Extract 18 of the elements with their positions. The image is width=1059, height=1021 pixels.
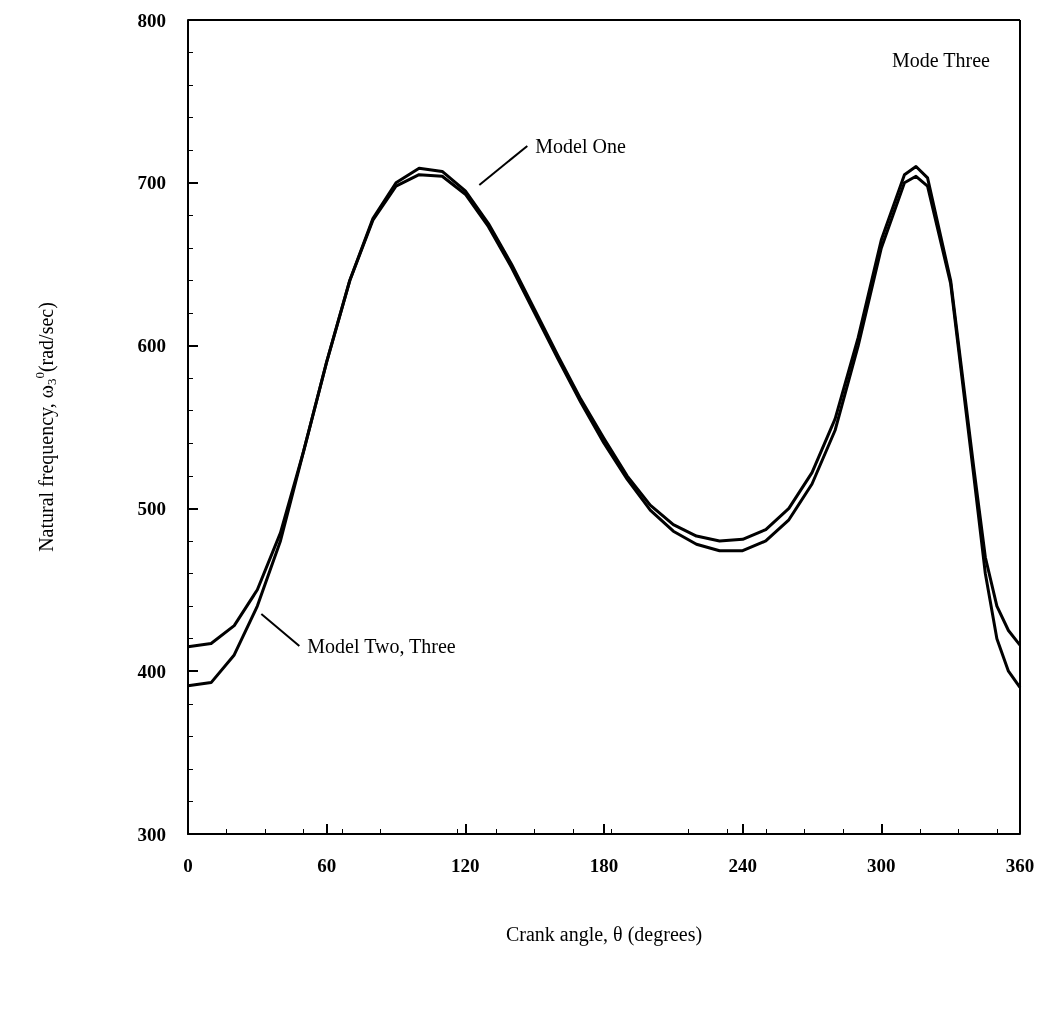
x-tick-label: 360: [1005, 855, 1035, 876]
x-tick-label: 300: [867, 855, 896, 876]
x-axis-title: Crank angle, θ (degrees): [505, 923, 703, 946]
x-tick-label: 60: [317, 855, 337, 876]
y-tick-label: 700: [137, 172, 166, 194]
y-tick-label: 500: [137, 497, 166, 519]
y-tick-label: 300: [137, 823, 166, 845]
y-tick-label: 800: [137, 9, 166, 31]
x-tick-label: 180: [589, 855, 619, 876]
y-tick-label: 400: [137, 660, 166, 682]
annotation: Mode Three: [892, 49, 991, 71]
text: Model One: [535, 134, 626, 157]
x-tick-label: 120: [451, 855, 480, 876]
text: Model Two, Three: [307, 635, 456, 658]
y-tick-label: 600: [137, 335, 166, 357]
x-tick-label: 0: [183, 855, 193, 876]
x-tick-label: 240: [728, 855, 757, 876]
y-axis-title: Natural frequency, ω30(rad/sec): [32, 302, 59, 552]
